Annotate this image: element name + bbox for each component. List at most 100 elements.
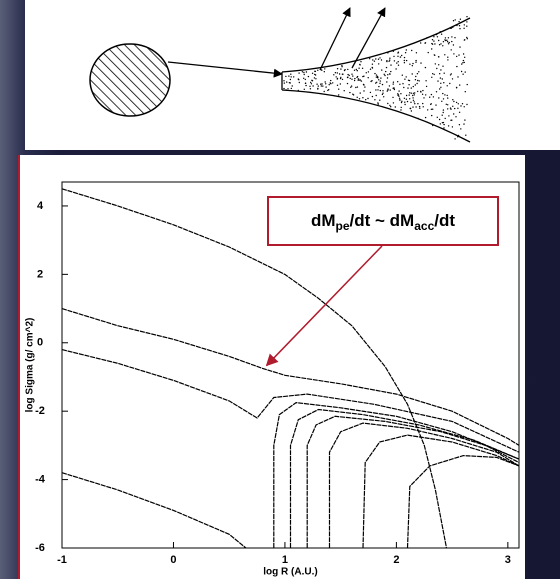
particle — [432, 125, 433, 126]
particle — [360, 61, 361, 62]
particle — [454, 37, 455, 38]
particle — [422, 103, 423, 104]
particle — [463, 60, 464, 61]
particle — [357, 70, 358, 71]
particle — [349, 92, 350, 93]
particle — [298, 79, 299, 80]
particle — [317, 70, 318, 71]
particle — [363, 90, 364, 91]
particle — [347, 69, 348, 70]
particle — [339, 73, 340, 74]
particle — [411, 93, 412, 94]
particle — [417, 80, 418, 81]
particle — [315, 78, 316, 79]
particle — [438, 97, 439, 98]
particle — [451, 41, 452, 42]
particle — [437, 117, 438, 118]
particle — [367, 98, 368, 99]
particle — [325, 81, 326, 82]
particle — [309, 86, 310, 87]
particle — [459, 25, 460, 26]
particle — [453, 20, 454, 21]
particle — [459, 112, 460, 113]
particle — [290, 74, 291, 75]
particle — [457, 76, 458, 77]
particle — [440, 43, 441, 44]
x-tick-label: 3 — [505, 554, 511, 566]
y-tick-label: 0 — [37, 337, 43, 349]
particle — [458, 103, 459, 104]
y-axis-label: log Sigma (g/ cm^2) — [25, 318, 36, 413]
page: -10123-6-4-2024log R (A.U.)log Sigma (g/… — [0, 0, 560, 579]
particle — [369, 58, 370, 59]
y-tick-label: 2 — [37, 268, 43, 280]
particle — [299, 82, 300, 83]
particle — [397, 56, 398, 57]
particle — [286, 81, 287, 82]
particle — [443, 112, 444, 113]
particle — [446, 40, 447, 41]
particle — [353, 94, 354, 95]
particle — [347, 77, 348, 78]
particle — [462, 62, 463, 63]
particle — [464, 57, 465, 58]
particle — [450, 74, 451, 75]
particle — [423, 97, 424, 98]
particle — [463, 28, 464, 29]
particle — [443, 82, 444, 83]
particle — [456, 56, 457, 57]
particle — [404, 79, 405, 80]
particle — [375, 82, 376, 83]
particle — [415, 60, 416, 61]
particle — [321, 85, 322, 86]
particle — [380, 80, 381, 81]
particle — [310, 88, 311, 89]
particle — [458, 135, 459, 136]
particle — [379, 100, 380, 101]
particle — [340, 68, 341, 69]
particle — [442, 45, 443, 46]
particle — [437, 36, 438, 37]
particle — [341, 66, 342, 67]
particle — [443, 122, 444, 123]
star — [90, 44, 170, 116]
particle — [467, 84, 468, 85]
particle — [441, 34, 442, 35]
particle — [325, 83, 326, 84]
particle — [288, 75, 289, 76]
particle — [351, 85, 352, 86]
particle — [416, 52, 417, 53]
schematic — [25, 0, 560, 150]
particle — [452, 27, 453, 28]
particle — [332, 82, 333, 83]
particle — [464, 24, 465, 25]
particle — [426, 37, 427, 38]
particle — [374, 99, 375, 100]
particle — [397, 93, 398, 94]
particle — [430, 104, 431, 105]
particle — [425, 67, 426, 68]
particle — [445, 40, 446, 41]
particle — [458, 54, 459, 55]
particle — [413, 93, 414, 94]
particle — [453, 113, 454, 114]
particle — [388, 61, 389, 62]
particle — [442, 115, 443, 116]
particle — [412, 63, 413, 64]
particle — [375, 58, 376, 59]
particle — [438, 40, 439, 41]
particle — [459, 124, 460, 125]
particle — [365, 99, 366, 100]
particle — [333, 74, 334, 75]
particle — [381, 69, 382, 70]
particle — [466, 21, 467, 22]
particle — [439, 88, 440, 89]
particle — [413, 100, 414, 101]
particle — [344, 70, 345, 71]
particle — [385, 71, 386, 72]
particle — [291, 76, 292, 77]
particle — [435, 63, 436, 64]
particle — [386, 61, 387, 62]
particle — [445, 37, 446, 38]
particle — [458, 21, 459, 22]
